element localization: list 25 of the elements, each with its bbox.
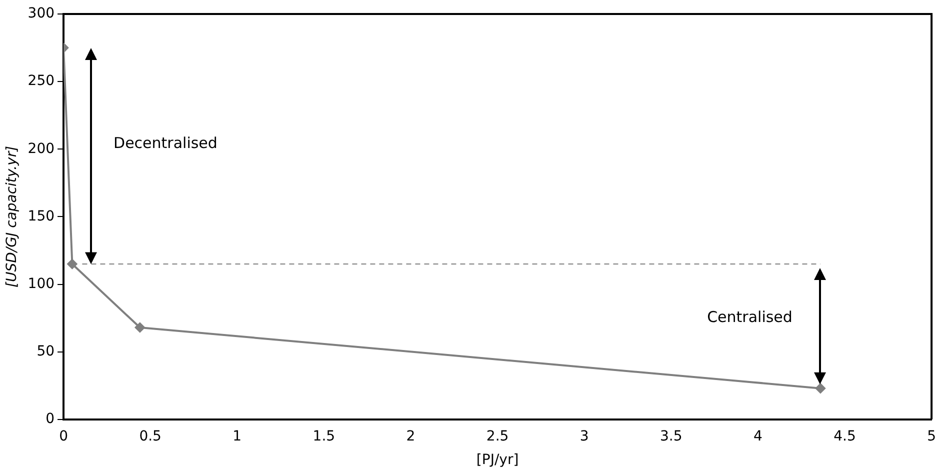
y-tick-label: 50	[36, 343, 55, 360]
x-tick-label: 1	[232, 428, 242, 444]
annotation: Centralised	[707, 308, 792, 326]
y-tick-label: 0	[46, 411, 55, 428]
y-tick-label: 200	[28, 140, 55, 157]
y-tick-label: 100	[28, 276, 55, 292]
x-tick-label: 2.5	[486, 428, 509, 444]
y-tick-label: 150	[28, 208, 55, 224]
point	[815, 383, 826, 394]
annotation: Decentralised	[114, 134, 218, 152]
y-axis-title: [USD/GJ capacity.yr]	[4, 146, 20, 288]
y-tick-label: 300	[28, 6, 55, 22]
x-tick-label: 0.5	[139, 428, 162, 444]
x-tick-label: 4.5	[834, 428, 856, 444]
point	[134, 322, 145, 333]
point	[67, 258, 78, 269]
x-tick-label: 3.5	[660, 428, 682, 444]
x-tick-label: 3	[580, 428, 589, 444]
x-tick-label: 0	[59, 428, 68, 444]
x-axis-title: [PJ/yr]	[476, 452, 519, 468]
y-tick-label: 250	[28, 73, 55, 90]
x-tick-label: 5	[927, 428, 936, 444]
x-tick-label: 2	[406, 428, 416, 444]
x-tick-label: 1.5	[312, 428, 336, 444]
x-tick-label: 4	[753, 428, 762, 444]
